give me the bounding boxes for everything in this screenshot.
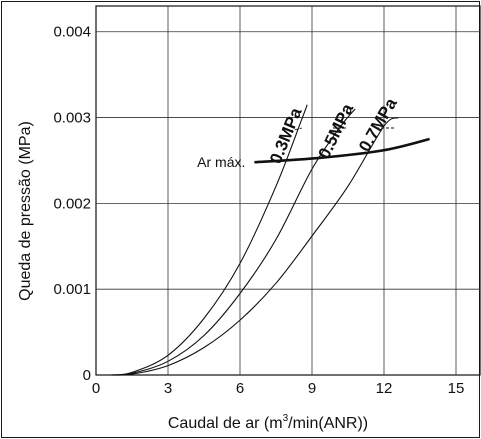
max-flow-label: Ar máx. bbox=[197, 154, 245, 170]
x-tick-label: 6 bbox=[236, 380, 244, 397]
x-axis-title-sup: 3 bbox=[283, 413, 289, 424]
series-label: 0.5MPa bbox=[315, 100, 358, 161]
x-axis-title: Caudal de ar (m3/min(ANR)) bbox=[168, 413, 368, 432]
series-line-07mpa bbox=[110, 117, 399, 376]
x-tick-label: 12 bbox=[376, 380, 393, 397]
x-tick-label: 15 bbox=[448, 380, 465, 397]
x-tick-label: 0 bbox=[92, 380, 100, 397]
x-axis-ticks: 0 3 6 9 12 15 bbox=[92, 380, 465, 397]
series-label: 0.7MPa bbox=[355, 94, 401, 155]
y-axis-title: Queda de pressão (MPa) bbox=[17, 121, 34, 301]
y-axis-ticks: 0 0.001 0.002 0.003 0.004 bbox=[53, 24, 91, 384]
y-tick-label: 0.002 bbox=[53, 195, 91, 212]
x-axis-title-rest: /min(ANR)) bbox=[288, 415, 368, 432]
x-tick-label: 3 bbox=[164, 380, 172, 397]
grid bbox=[95, 5, 481, 376]
x-axis-title-main: Caudal de ar (m bbox=[168, 415, 283, 432]
plot-area-border bbox=[95, 5, 481, 376]
y-tick-label: 0.001 bbox=[53, 281, 91, 298]
series-line-05mpa bbox=[110, 108, 356, 376]
max-flow-line bbox=[254, 137, 430, 164]
series-line-03mpa bbox=[110, 104, 308, 376]
x-tick-label: 9 bbox=[308, 380, 316, 397]
y-tick-label: 0.003 bbox=[53, 110, 91, 127]
max-flow-layer: Ar máx. bbox=[197, 137, 430, 170]
label-leader bbox=[289, 127, 303, 132]
y-tick-label: 0.004 bbox=[53, 24, 91, 41]
series-label: 0.3MPa bbox=[266, 105, 306, 167]
y-tick-label: 0 bbox=[83, 367, 91, 384]
